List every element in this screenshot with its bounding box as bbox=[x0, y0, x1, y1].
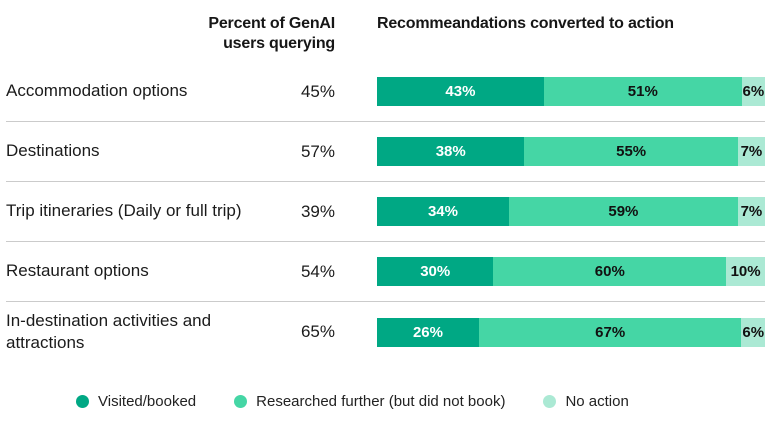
query-column-title: Percent of GenAI users querying bbox=[208, 15, 335, 52]
table-row: Accommodation options 45% 43% 51% 6% bbox=[6, 62, 765, 122]
table-row: In-destination activities and attraction… bbox=[6, 302, 765, 362]
chart-header: Percent of GenAI users querying Recommea… bbox=[6, 14, 765, 54]
visited-booked-dot-icon bbox=[76, 395, 89, 408]
legend-item-researched: Researched further (but did not book) bbox=[234, 393, 505, 410]
bar-segment-no-action: 6% bbox=[741, 77, 765, 106]
bar-segment-researched: 60% bbox=[493, 257, 727, 286]
query-percent: 45% bbox=[300, 81, 335, 101]
query-percent: 57% bbox=[300, 141, 335, 161]
bar-segment-visited: 26% bbox=[377, 317, 479, 347]
bar-segment-visited: 34% bbox=[377, 197, 509, 226]
bar-segment-researched: 55% bbox=[524, 137, 738, 166]
legend-label: No action bbox=[565, 393, 629, 410]
bar-segment-no-action: 7% bbox=[737, 137, 765, 166]
category-label: In-destination activities and attraction… bbox=[6, 310, 212, 352]
stacked-bar: 30% 60% 10% bbox=[377, 257, 765, 286]
legend-label: Visited/booked bbox=[98, 393, 197, 410]
table-row: Trip itineraries (Daily or full trip) 39… bbox=[6, 182, 765, 242]
bar-segment-researched: 51% bbox=[543, 77, 742, 106]
legend-item-visited: Visited/booked bbox=[76, 393, 196, 410]
bar-segment-researched: 67% bbox=[478, 317, 742, 347]
category-label: Accommodation options bbox=[6, 81, 188, 101]
table-row: Restaurant options 54% 30% 60% 10% bbox=[6, 242, 765, 302]
table-row: Destinations 57% 38% 55% 7% bbox=[6, 122, 765, 182]
legend-item-no-action: No action bbox=[543, 393, 629, 410]
stacked-bar: 34% 59% 7% bbox=[377, 197, 765, 226]
bar-segment-visited: 30% bbox=[377, 257, 494, 286]
bar-segment-visited: 38% bbox=[377, 137, 525, 166]
stacked-bar: 43% 51% 6% bbox=[377, 77, 765, 106]
bar-segment-no-action: 6% bbox=[741, 317, 765, 347]
category-label: Trip itineraries (Daily or full trip) bbox=[6, 201, 242, 221]
category-label: Restaurant options bbox=[6, 261, 149, 281]
bar-segment-researched: 59% bbox=[508, 197, 738, 226]
bar-segment-visited: 43% bbox=[377, 77, 544, 106]
legend-label: Researched further (but did not book) bbox=[256, 393, 506, 410]
researched-further-dot-icon bbox=[234, 395, 248, 408]
no-action-dot-icon bbox=[543, 395, 557, 408]
chart-container: Percent of GenAI users querying Recommea… bbox=[6, 14, 765, 410]
stacked-bar: 26% 67% 6% bbox=[377, 317, 765, 347]
action-column-title: Recommeandations converted to action bbox=[377, 15, 674, 32]
query-percent: 54% bbox=[300, 261, 335, 281]
query-percent: 65% bbox=[300, 322, 335, 341]
legend: Visited/booked Researched further (but d… bbox=[76, 393, 765, 410]
bar-segment-no-action: 10% bbox=[726, 257, 765, 286]
query-percent: 39% bbox=[300, 201, 335, 221]
stacked-bar: 38% 55% 7% bbox=[377, 137, 765, 166]
bar-segment-no-action: 7% bbox=[737, 197, 765, 226]
category-label: Destinations bbox=[6, 141, 100, 161]
